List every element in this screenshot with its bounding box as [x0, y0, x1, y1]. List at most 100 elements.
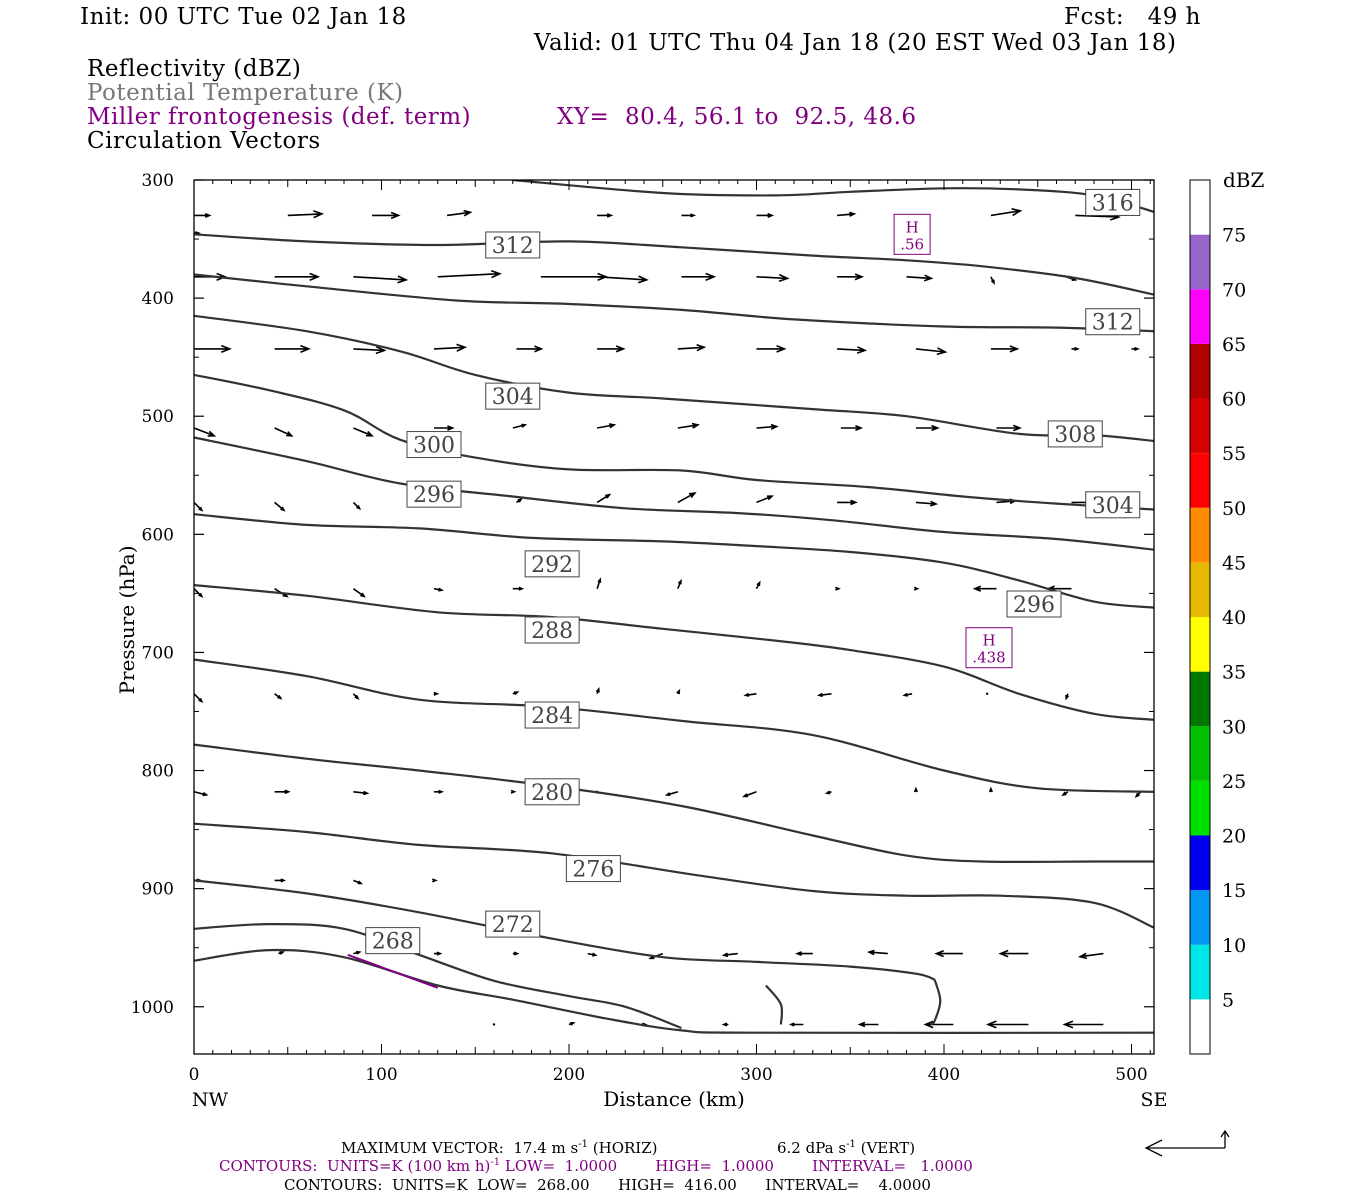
theta-contour-line — [194, 233, 1154, 296]
contour-label-box — [524, 701, 580, 729]
colorbar-segment — [1190, 343, 1210, 399]
vector-arrow — [664, 791, 679, 797]
contour-label: 304 — [1092, 494, 1134, 519]
frontogenesis-max-box — [965, 627, 1013, 669]
field-frontogenesis: Miller frontogenesis (def. term) — [87, 104, 472, 130]
vector-arrow — [824, 790, 832, 795]
vector-arrow — [1077, 952, 1104, 960]
vector-arrow — [677, 422, 701, 429]
vector-arrow — [721, 952, 738, 958]
field-circulation-vectors: Circulation Vectors — [87, 128, 321, 154]
contour-label: 280 — [531, 781, 573, 806]
contour-label-box — [485, 382, 541, 410]
vector-arrow — [934, 949, 963, 958]
contour-labels: 316 312 312 308 304 304 300 296 296 292 288 284 280 2… — [365, 188, 1141, 955]
contours1-text: CONTOURS: UNITS=K (100 km h) — [219, 1157, 491, 1175]
vector-arrow — [915, 347, 948, 356]
colorbar-tick-label: 20 — [1222, 826, 1246, 848]
colorbar-segment — [1190, 726, 1210, 781]
x-end-label-left: NW — [192, 1089, 229, 1111]
contours1-values: LOW= 1.0000 HIGH= 1.0000 INTERVAL= 1.000… — [500, 1157, 973, 1175]
vector-arrow — [446, 209, 473, 217]
vector-arrow — [677, 578, 682, 589]
y-tick-label: 900 — [142, 880, 174, 900]
max-horiz-exponent: -1 — [578, 1139, 588, 1150]
colorbar-segment — [1190, 234, 1210, 290]
frontogenesis-max-value: .56 — [900, 235, 924, 253]
vector-arrow — [352, 693, 360, 700]
vector-arrow — [721, 1022, 729, 1027]
colorbar-segment — [1190, 398, 1210, 454]
colorbar-tick-label: 25 — [1222, 771, 1246, 793]
theta-contour-line — [930, 979, 942, 1026]
contour-label: 288 — [531, 619, 573, 644]
contour-label: 304 — [492, 385, 534, 410]
cross-section-endpoints: XY= 80.4, 56.1 to 92.5, 48.6 — [557, 104, 917, 130]
x-axis-title: Distance (km) — [603, 1087, 745, 1111]
field-reflectivity: Reflectivity (dBZ) — [87, 56, 302, 82]
vector-arrow — [788, 1022, 804, 1027]
theta-contour-line — [194, 273, 1154, 333]
theta-contour-line — [194, 513, 1154, 609]
theta-contour-line — [765, 984, 784, 1025]
vector-arrow — [194, 501, 204, 512]
vector-arrow — [596, 423, 617, 429]
colorbar-tick-label: 40 — [1222, 607, 1246, 629]
contour-label-box — [485, 231, 541, 259]
vector-arrow — [353, 879, 364, 885]
colorbar-segment — [1190, 890, 1210, 945]
vector-arrow — [915, 424, 940, 432]
vector-arrow — [902, 692, 913, 697]
colorbar-segment — [1190, 180, 1210, 235]
contour-label: 272 — [492, 913, 534, 938]
contours1-exponent: -1 — [490, 1157, 501, 1168]
vector-arrow — [988, 786, 993, 793]
contour-label: 308 — [1054, 423, 1096, 448]
colorbar-tick-label: 65 — [1222, 334, 1246, 356]
colorbar-tick-label: 5 — [1222, 989, 1234, 1011]
vector-arrow — [596, 577, 602, 589]
vector-arrow — [274, 344, 311, 353]
vector-arrow — [274, 272, 321, 281]
colorbar-segment — [1190, 453, 1210, 508]
vector-arrow — [287, 210, 325, 219]
vector-arrow — [990, 208, 1023, 217]
theta-contour-line — [194, 436, 1154, 551]
vector-arrow — [1131, 346, 1140, 351]
vector-arrow — [906, 274, 934, 282]
vector-arrow — [756, 212, 775, 218]
contours-theta-info: CONTOURS: UNITS=K LOW= 268.00 HIGH= 416.… — [284, 1176, 931, 1194]
vector-arrow — [756, 273, 790, 283]
frontogenesis-contour — [347, 953, 439, 989]
frontogenesis-max-value: .438 — [972, 649, 1005, 667]
vector-arrow — [353, 275, 409, 284]
colorbar-frame — [1189, 179, 1211, 1055]
vector-arrow — [837, 211, 857, 217]
vector-arrow — [840, 425, 864, 432]
vector-arrow — [194, 427, 217, 437]
colorbar-tick-label: 75 — [1222, 225, 1246, 247]
circulation-vectors — [194, 208, 1142, 1029]
theta-contour-line — [194, 373, 1154, 511]
vector-arrow — [998, 949, 1029, 958]
colorbar-segment — [1190, 944, 1210, 1000]
colorbar-tick-label: 30 — [1222, 716, 1246, 738]
vector-arrow — [352, 588, 366, 598]
theta-contour-line — [194, 922, 682, 1030]
contour-label: 312 — [492, 234, 534, 259]
theta-contour-line — [194, 948, 1154, 1034]
vector-arrow — [795, 951, 813, 957]
colorbar-segment — [1190, 507, 1210, 563]
vector-arrow — [913, 586, 920, 591]
colorbar-tick-label: 15 — [1222, 880, 1246, 902]
colorbar-title: dBZ — [1223, 168, 1265, 192]
colorbar-segment — [1190, 617, 1210, 672]
contour-label: 284 — [531, 704, 573, 729]
colorbar-tick-label: 70 — [1222, 279, 1246, 301]
colorbar-tick-label: 50 — [1222, 498, 1246, 520]
max-vector-label: MAXIMUM VECTOR: — [341, 1139, 504, 1157]
vector-arrow — [743, 692, 757, 697]
vector-arrow — [194, 212, 212, 218]
vector-arrow — [816, 692, 832, 698]
vector-arrow — [681, 213, 697, 218]
